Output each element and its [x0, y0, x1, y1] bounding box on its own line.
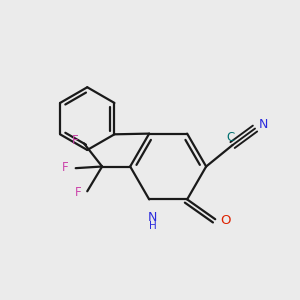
- Text: F: F: [75, 186, 81, 200]
- Text: F: F: [62, 161, 68, 174]
- Text: N: N: [148, 211, 157, 224]
- Text: H: H: [148, 221, 156, 232]
- Text: C: C: [227, 131, 235, 144]
- Text: O: O: [220, 214, 231, 227]
- Text: N: N: [259, 118, 268, 131]
- Text: F: F: [71, 134, 78, 147]
